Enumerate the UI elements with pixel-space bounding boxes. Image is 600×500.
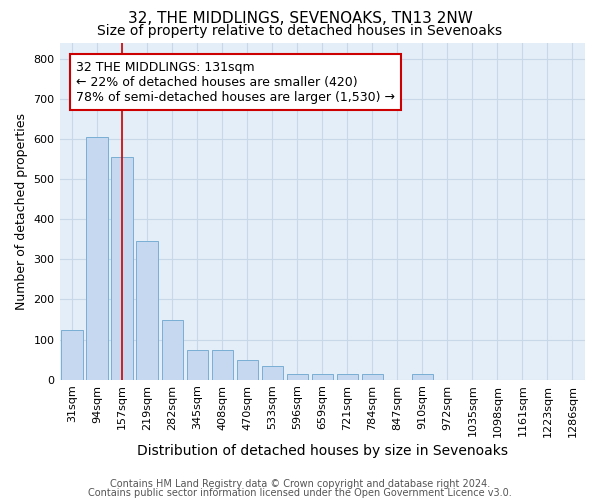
Bar xyxy=(112,157,133,380)
Bar xyxy=(136,241,158,380)
Bar xyxy=(311,374,333,380)
Y-axis label: Number of detached properties: Number of detached properties xyxy=(15,112,28,310)
Text: Contains public sector information licensed under the Open Government Licence v3: Contains public sector information licen… xyxy=(88,488,512,498)
Bar xyxy=(187,350,208,380)
Bar xyxy=(161,320,183,380)
X-axis label: Distribution of detached houses by size in Sevenoaks: Distribution of detached houses by size … xyxy=(137,444,508,458)
Bar xyxy=(362,374,383,380)
Text: Size of property relative to detached houses in Sevenoaks: Size of property relative to detached ho… xyxy=(97,24,503,38)
Bar xyxy=(337,374,358,380)
Bar xyxy=(287,374,308,380)
Bar xyxy=(236,360,258,380)
Bar xyxy=(212,350,233,380)
Bar xyxy=(86,137,108,380)
Bar xyxy=(412,374,433,380)
Bar xyxy=(262,366,283,380)
Bar xyxy=(61,330,83,380)
Text: Contains HM Land Registry data © Crown copyright and database right 2024.: Contains HM Land Registry data © Crown c… xyxy=(110,479,490,489)
Text: 32, THE MIDDLINGS, SEVENOAKS, TN13 2NW: 32, THE MIDDLINGS, SEVENOAKS, TN13 2NW xyxy=(128,11,472,26)
Text: 32 THE MIDDLINGS: 131sqm
← 22% of detached houses are smaller (420)
78% of semi-: 32 THE MIDDLINGS: 131sqm ← 22% of detach… xyxy=(76,60,395,104)
